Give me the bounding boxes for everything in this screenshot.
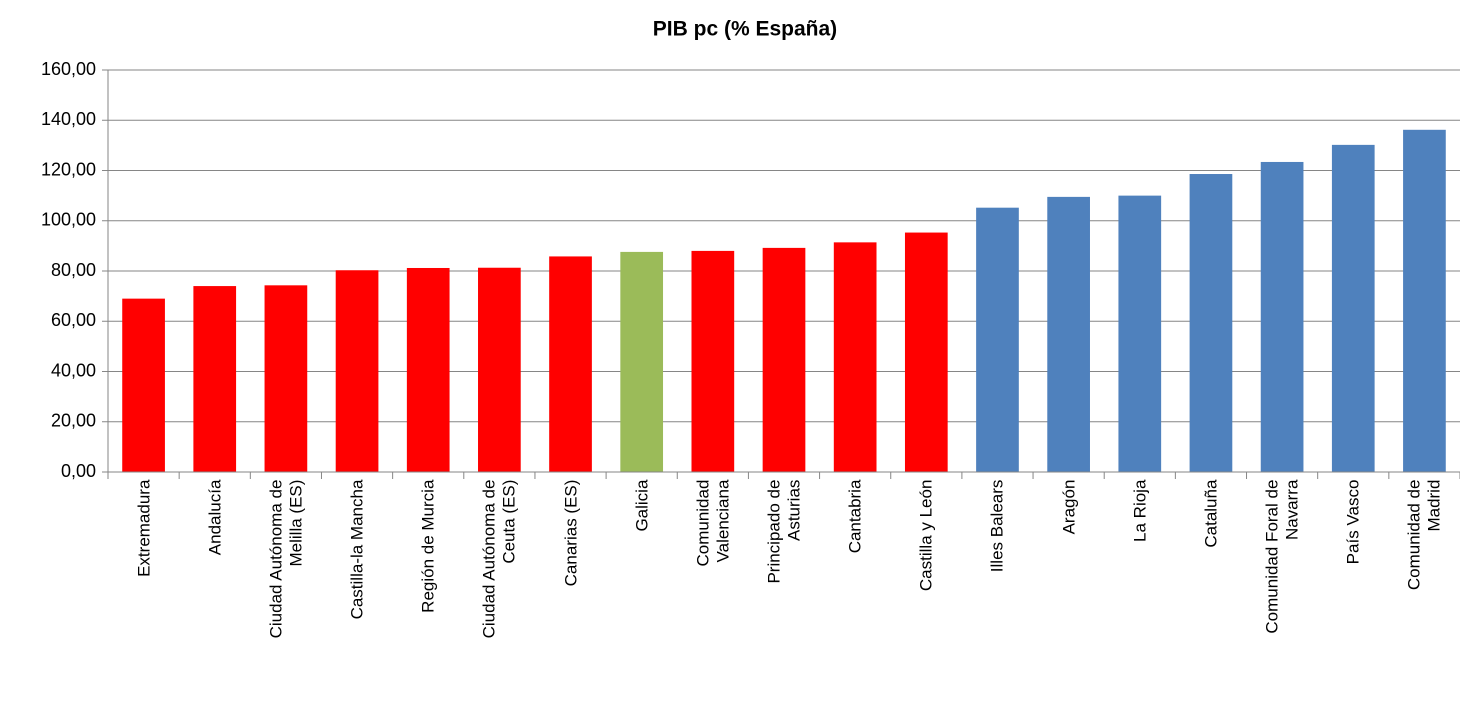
bar	[335, 270, 379, 472]
x-tick-label: Extremadura	[133, 479, 153, 578]
y-tick-label: 0,00	[61, 461, 96, 481]
x-tick-label: Comunidad Valenciana	[692, 479, 732, 567]
x-tick-label: La Rioja	[1129, 479, 1149, 543]
y-tick-label: 120,00	[41, 159, 96, 179]
y-tick-label: 160,00	[41, 59, 96, 79]
bar	[1189, 174, 1233, 472]
x-tick-label: Ciudad Autónoma de Ceuta (ES)	[479, 479, 519, 639]
bar	[478, 267, 521, 472]
y-tick-label: 140,00	[41, 109, 96, 129]
y-tick-label: 100,00	[41, 210, 96, 230]
x-tick-label: Canarias (ES)	[560, 479, 580, 587]
x-tick-label: Galicia	[631, 479, 651, 532]
x-tick-label: Castilla y León	[916, 479, 936, 592]
x-tick-label: País Vasco	[1343, 479, 1363, 565]
x-tick-label: Illes Balears	[987, 479, 1007, 573]
y-tick-label: 80,00	[51, 260, 96, 280]
bar	[904, 232, 948, 472]
bar	[691, 250, 735, 472]
x-tick-label: Ciudad Autónoma de Melilla (ES)	[265, 479, 305, 639]
bar	[1260, 161, 1304, 472]
x-tick-label: Castilla-la Mancha	[347, 479, 367, 620]
y-tick-label: 20,00	[51, 411, 96, 431]
bar	[1403, 129, 1446, 473]
x-tick-label: Comunidad de Madrid	[1404, 479, 1444, 591]
bar	[406, 267, 450, 472]
x-tick-label: Aragón	[1058, 479, 1078, 535]
bar	[762, 247, 806, 472]
x-tick-label: Andalucía	[204, 479, 224, 556]
x-tick-label: Cantabria	[845, 479, 865, 554]
bar	[1331, 144, 1375, 472]
x-tick-label: Principado de Asturias	[764, 479, 803, 584]
bar	[620, 251, 664, 472]
bar	[1118, 195, 1162, 472]
bar	[549, 256, 592, 472]
bar	[122, 298, 165, 472]
y-tick-label: 40,00	[51, 360, 96, 380]
y-tick-label: 60,00	[51, 310, 96, 330]
chart-title: PIB pc (% España)	[653, 18, 837, 41]
x-tick-label: Cataluña	[1200, 479, 1220, 549]
bar	[976, 207, 1019, 472]
x-tick-label: Comunidad Foral de Navarra	[1262, 479, 1302, 635]
x-tick-label: Región de Murcia	[418, 479, 438, 614]
bar	[264, 285, 308, 472]
bar	[193, 286, 237, 472]
bar	[1047, 196, 1090, 472]
bar	[833, 242, 877, 472]
